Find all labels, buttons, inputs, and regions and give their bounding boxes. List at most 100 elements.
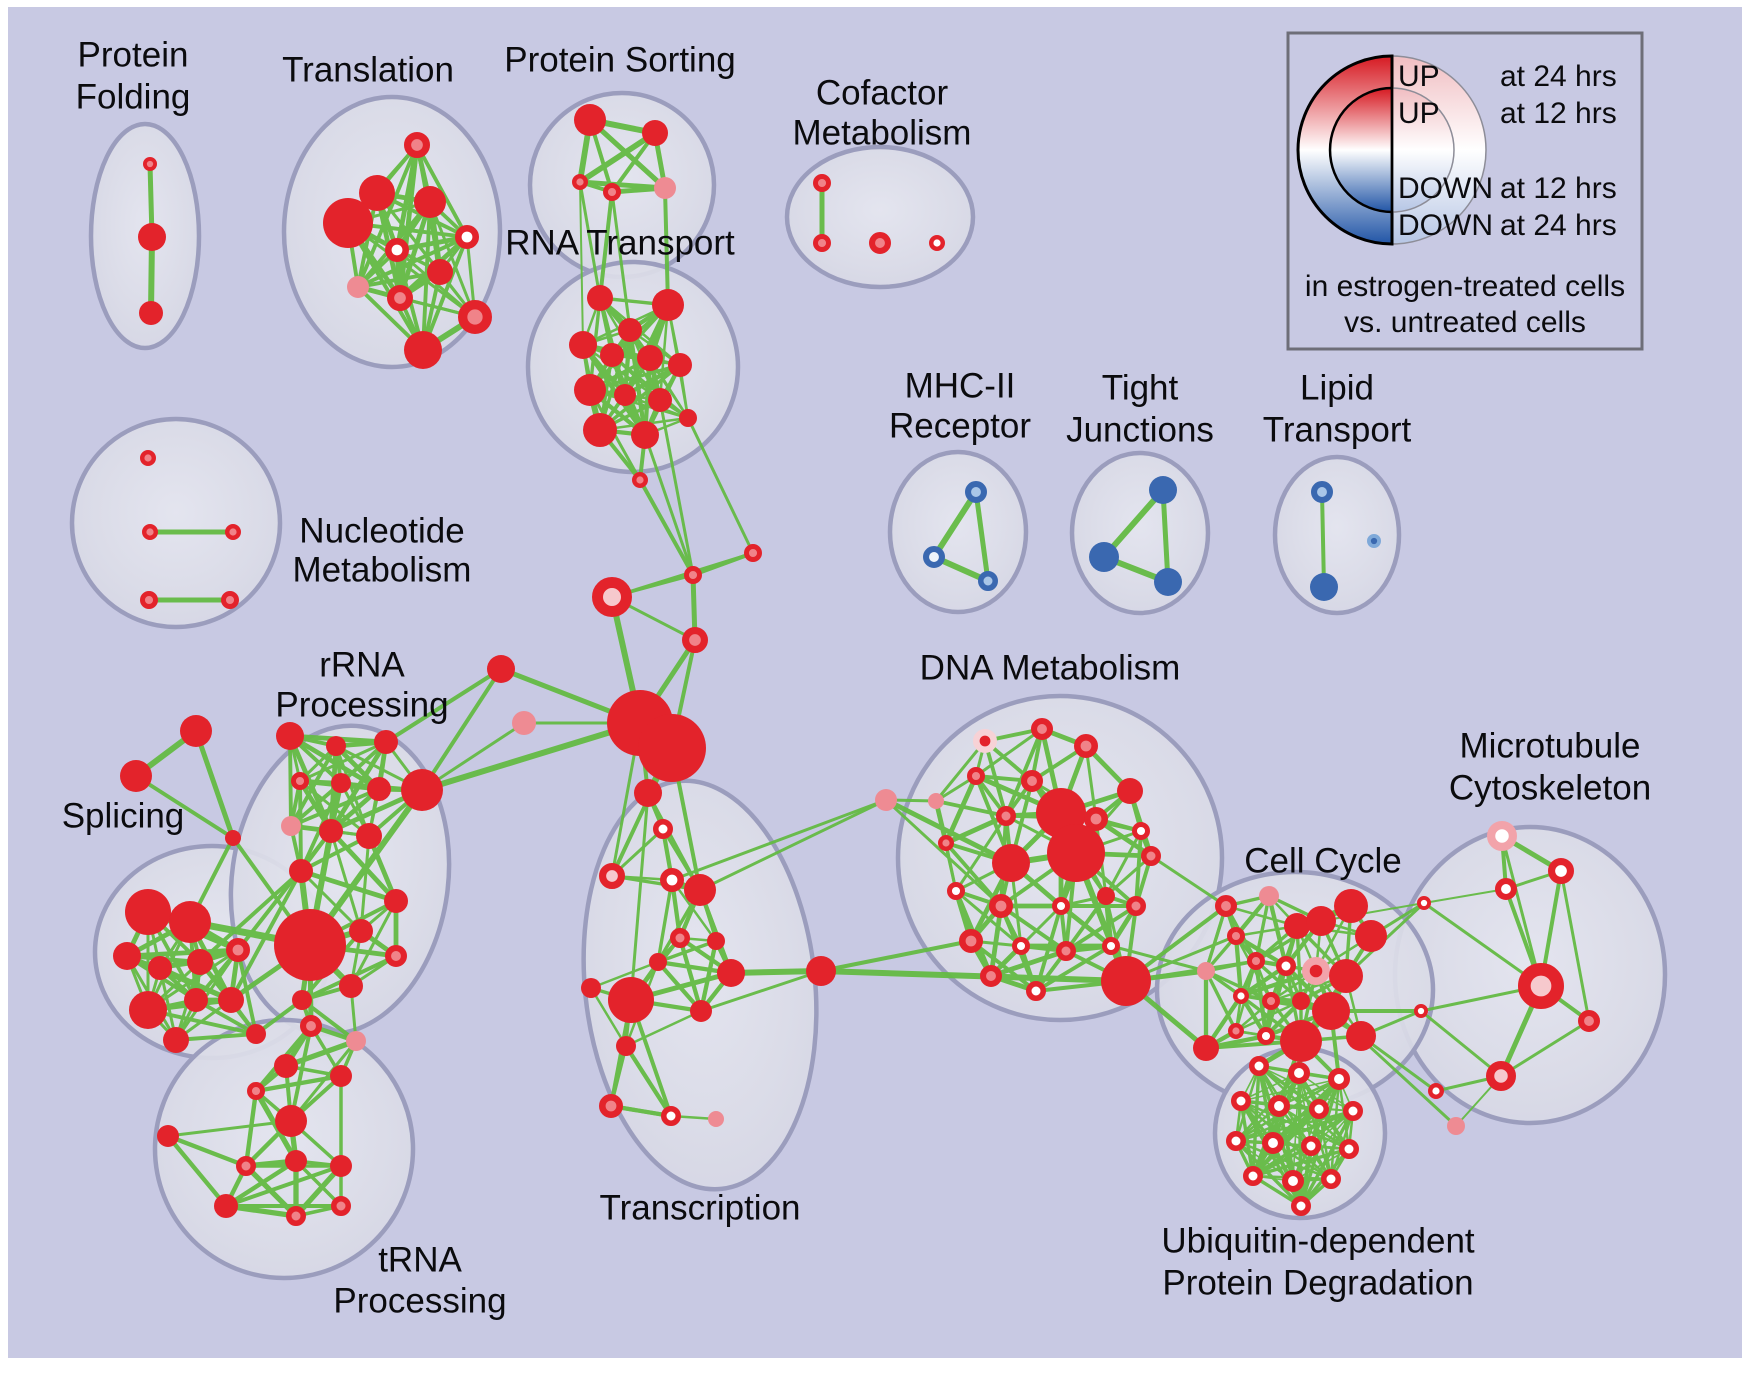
node-tp-6 <box>275 1105 307 1137</box>
cluster-label-mc: Cytoskeleton <box>1449 768 1651 807</box>
node-mc-2 <box>1495 878 1518 901</box>
network-edge <box>988 948 1069 979</box>
network-edge <box>728 968 824 976</box>
node-tp-10 <box>214 1194 238 1218</box>
node-sp-2 <box>113 942 141 970</box>
node-rt-9 <box>648 388 672 412</box>
node-cc-20 <box>1193 1035 1219 1061</box>
node-net-0 <box>180 715 212 747</box>
network-edge <box>1104 854 1153 898</box>
node-dm-20 <box>958 928 983 953</box>
network-edge <box>289 1039 358 1123</box>
node-mc-1 <box>1547 858 1574 885</box>
network-edge <box>299 869 363 933</box>
node-tr-1 <box>359 175 395 211</box>
node-rp-5 <box>367 777 391 801</box>
node-tp-3 <box>330 1065 352 1087</box>
cluster-shape-lt <box>1272 454 1402 616</box>
node-ps-1 <box>642 120 668 146</box>
network-edge <box>419 720 643 793</box>
cluster-shape-cf <box>784 144 976 290</box>
node-nm-2 <box>224 524 241 541</box>
node-rt-8 <box>614 384 636 406</box>
node-ub-8 <box>1262 1132 1285 1155</box>
network-edge <box>288 734 293 828</box>
cluster-label-ub: Protein Degradation <box>1162 1263 1473 1302</box>
network-edge <box>670 878 718 943</box>
network-edge <box>1359 1034 1438 1093</box>
network-edge <box>1423 888 1507 904</box>
node-nm-3 <box>140 590 159 609</box>
node-sp-9 <box>163 1027 189 1053</box>
network-edge <box>283 1038 359 1069</box>
network-edge <box>1500 834 1543 988</box>
network-edge <box>289 781 343 828</box>
node-ub-11 <box>1243 1166 1263 1186</box>
node-dm-1 <box>1031 718 1054 741</box>
node-tp-11 <box>286 1206 306 1226</box>
node-net-12 <box>875 789 897 811</box>
node-pf-1 <box>138 223 166 251</box>
node-sp-5 <box>226 937 251 962</box>
network-edge <box>1234 1109 1355 1143</box>
legend-time-3: at 24 hrs <box>1500 209 1617 242</box>
node-dm-13 <box>992 844 1030 882</box>
node-pf-0 <box>143 157 158 172</box>
node-tr-6 <box>427 259 453 285</box>
node-dm-23 <box>1101 936 1120 955</box>
network-edge <box>1160 487 1171 585</box>
network-edge <box>598 190 614 300</box>
node-tx-1 <box>653 819 673 839</box>
network-edge <box>174 1032 258 1042</box>
network-edge <box>819 939 973 973</box>
node-rp-16 <box>292 990 312 1010</box>
cluster-label-tj: Tight <box>1102 368 1179 407</box>
network-edge <box>883 797 1014 866</box>
node-cc-19 <box>1197 962 1215 980</box>
node-tr-5 <box>384 238 409 263</box>
node-net-9 <box>638 714 706 782</box>
network-edge <box>643 433 695 577</box>
network-edge <box>656 939 718 964</box>
node-rp-2 <box>374 730 398 754</box>
network-edge <box>1299 1144 1313 1208</box>
node-ps-2 <box>572 173 589 190</box>
node-sp-0 <box>125 889 171 935</box>
cluster-label-ub: Ubiquitin-dependent <box>1161 1221 1475 1260</box>
node-rp-9 <box>356 823 382 849</box>
node-sp-3 <box>148 956 172 980</box>
cluster-shape-tj <box>1069 450 1211 616</box>
node-cc-5 <box>1334 889 1368 923</box>
network-edge <box>973 489 991 584</box>
node-cc-7 <box>1246 951 1265 970</box>
node-tx-13 <box>598 1094 623 1119</box>
node-dm-21 <box>1011 936 1030 955</box>
node-rp-1 <box>326 736 346 756</box>
network-edge <box>580 342 648 438</box>
legend-direction-2: DOWN <box>1398 172 1493 205</box>
node-tr-8 <box>387 285 414 312</box>
node-cc-18 <box>1227 1022 1244 1039</box>
network-edge <box>1019 904 1063 948</box>
network-edge <box>677 935 704 1014</box>
legend-direction-1: UP <box>1398 97 1440 130</box>
node-mc-7 <box>1486 1061 1516 1091</box>
node-tx-9 <box>581 978 601 998</box>
node-cc-4 <box>1306 906 1336 936</box>
node-dm-3 <box>966 766 985 785</box>
node-tp-4 <box>247 1081 266 1100</box>
node-mc-0 <box>1487 821 1517 851</box>
node-tp-5 <box>157 1125 179 1147</box>
node-tx-11 <box>690 1000 712 1022</box>
network-edge <box>658 398 695 577</box>
cluster-label-pf: Folding <box>76 77 191 116</box>
node-tx-7 <box>649 953 667 971</box>
node-sp-10 <box>246 1024 266 1044</box>
network-edge <box>359 834 371 933</box>
node-net-2 <box>225 830 241 846</box>
cluster-label-cc: Cell Cycle <box>1244 841 1402 880</box>
node-dm-2 <box>1074 733 1099 758</box>
node-pf-2 <box>139 301 163 325</box>
cluster-label-mc: Microtubule <box>1460 726 1641 765</box>
network-edge <box>1109 944 1208 973</box>
